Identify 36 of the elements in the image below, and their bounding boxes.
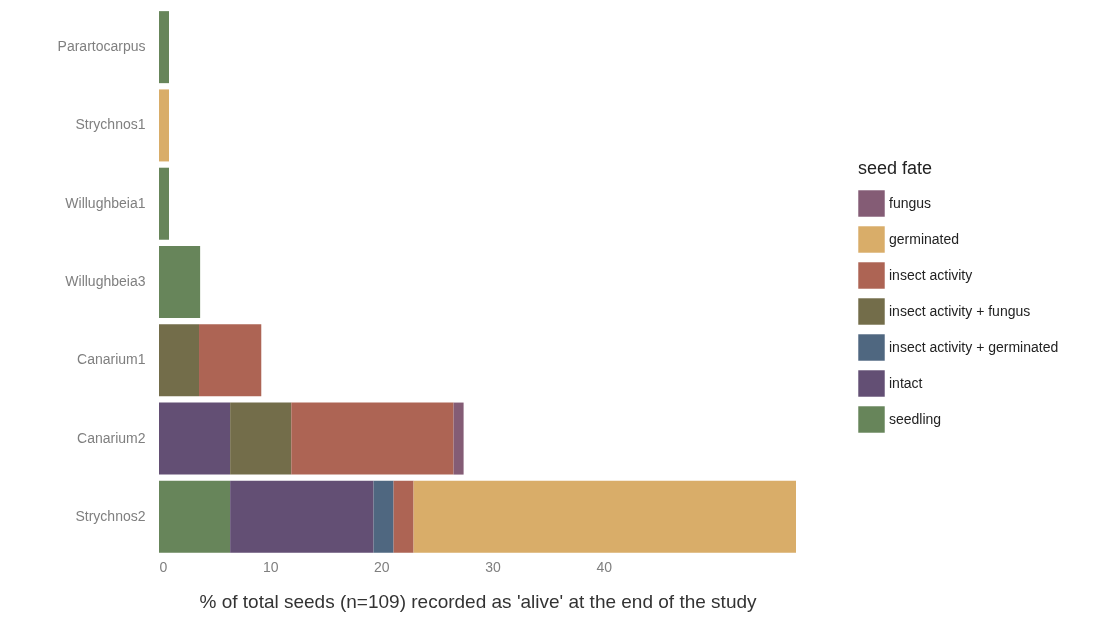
legend-label: fungus	[889, 194, 932, 211]
bar	[159, 89, 170, 162]
legend-label: seedling	[889, 410, 942, 427]
bar	[159, 245, 201, 319]
legend-title: seed fate	[858, 158, 933, 178]
y-tick-label: Willughbeia1	[65, 194, 146, 211]
bar	[373, 480, 394, 553]
bar	[159, 167, 170, 240]
bar	[230, 402, 292, 475]
y-tick-label: Canarium2	[77, 429, 146, 446]
bar	[230, 480, 374, 553]
legend-label: insect activity + fungus	[889, 302, 1031, 319]
y-tick-label: Willughbeia3	[65, 273, 146, 289]
legend-label: insect activity	[889, 266, 973, 283]
x-tick-label: 40	[596, 558, 613, 575]
bar	[413, 480, 796, 553]
x-tick-label: 10	[262, 558, 279, 575]
x-axis-title: % of total seeds (n=109) recorded as 'alive' at the end of the study	[199, 590, 757, 612]
bar	[453, 402, 464, 475]
bar	[393, 480, 414, 553]
legend-label: intact	[889, 374, 923, 391]
legend-label: insect activity + germinated	[889, 338, 1059, 355]
y-tick-label: Strychnos2	[75, 507, 146, 524]
bar	[199, 324, 262, 397]
bar	[159, 11, 170, 84]
x-tick-label: 0	[159, 558, 168, 575]
bar	[159, 402, 231, 475]
x-tick-label: 30	[485, 558, 501, 575]
bar	[291, 402, 454, 475]
bar	[159, 324, 200, 397]
bar	[159, 480, 231, 553]
y-tick-label: Strychnos1	[75, 116, 146, 133]
x-tick-label: 20	[374, 558, 390, 575]
y-tick-label: Parartocarpus	[57, 38, 146, 55]
legend-label: germinated	[889, 230, 960, 247]
y-tick-label: Canarium1	[77, 351, 146, 368]
